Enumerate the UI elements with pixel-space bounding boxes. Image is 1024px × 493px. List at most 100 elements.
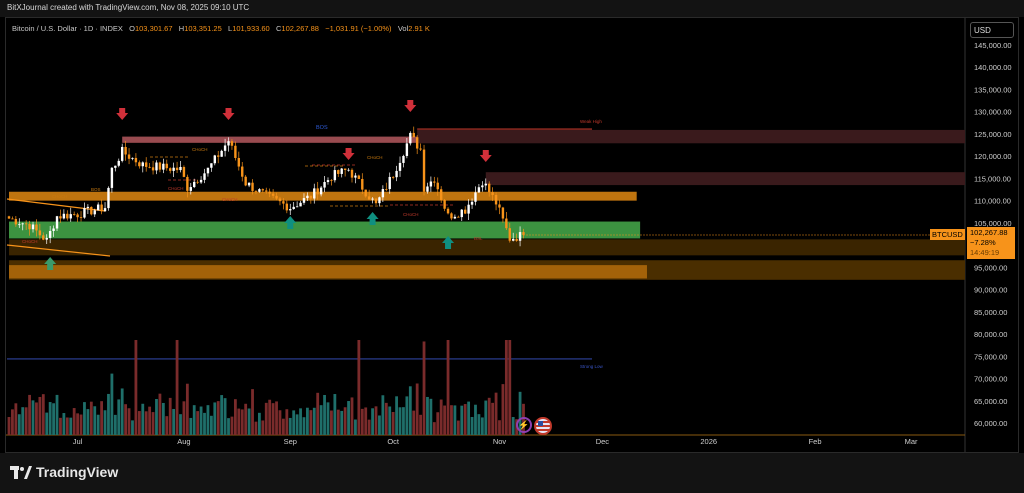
candle-body — [31, 224, 35, 230]
price-chart[interactable]: Weak High Strong Low BOS BOS CHoCH CHoCH CHoCH… — [0, 0, 1024, 453]
candle-body — [268, 191, 271, 194]
volume-bar — [275, 401, 278, 435]
volume-bar — [72, 408, 76, 435]
candle-body — [340, 168, 343, 174]
symbol-title[interactable]: Bitcoin / U.S. Dollar · 1D · INDEX — [12, 24, 123, 33]
volume-bar — [323, 394, 326, 435]
candle-body — [203, 173, 206, 180]
candle-body — [193, 181, 196, 188]
down-arrow-icon — [342, 148, 355, 160]
volume-bar — [330, 410, 333, 435]
volume-bar — [295, 414, 299, 435]
lightning-icon[interactable]: ⚡ — [516, 417, 532, 433]
strong-low-label: Strong Low — [580, 364, 604, 369]
price-tick-label: 110,000.00 — [974, 197, 1011, 206]
candle-body — [405, 143, 409, 156]
candle-body — [374, 198, 378, 204]
volume-bar — [419, 414, 422, 435]
candle-body — [14, 218, 18, 225]
candle-body — [354, 175, 357, 178]
candle-body — [11, 218, 14, 220]
candle-body — [213, 155, 216, 164]
volume-bar — [244, 403, 248, 435]
down-arrow-icon — [404, 100, 417, 112]
candle-body — [415, 137, 419, 149]
price-tick-label: 105,000.00 — [974, 219, 1012, 228]
volume-bar — [470, 416, 474, 435]
bos-label: BOS — [316, 125, 328, 131]
time-tick-label: Oct — [387, 437, 400, 446]
candle-body — [522, 232, 525, 235]
choch-label-5: CHoCH — [403, 212, 419, 217]
candle-body — [419, 148, 422, 150]
volume-bar — [17, 414, 21, 435]
high-value: 103,351.25 — [184, 24, 222, 33]
up-arrow-icon — [366, 212, 379, 225]
volume-bar — [237, 408, 241, 435]
candle-body — [439, 189, 443, 200]
candle-body — [488, 183, 491, 193]
candle-body — [189, 187, 192, 191]
volume-bar — [83, 402, 86, 435]
volume-bar — [384, 402, 388, 435]
volume-value: 2.91 K — [408, 24, 430, 33]
candle-body — [220, 150, 223, 157]
volume-bar — [381, 395, 385, 435]
volume-bar — [89, 401, 93, 435]
candle-body — [103, 208, 107, 212]
candle-body — [364, 189, 367, 197]
volume-bar — [487, 397, 491, 435]
volume-bar — [175, 340, 179, 435]
credit-text: BitXJournal created with TradingView.com… — [7, 3, 250, 12]
volume-bar — [76, 413, 79, 435]
candle-body — [134, 157, 138, 163]
candle-body — [436, 182, 439, 190]
currency-selector[interactable]: USD — [970, 22, 1014, 38]
volume-bar — [254, 421, 258, 435]
volume-bar — [261, 420, 265, 435]
tradingview-logo[interactable]: TradingView — [10, 464, 118, 480]
volume-bar — [79, 414, 83, 435]
bar-countdown: 14:49:19 — [970, 248, 1000, 257]
last-price-tag: 102,267.88 −7.28% 14:49:19 — [967, 227, 1015, 259]
volume-bar — [45, 412, 49, 435]
bottom-band — [9, 265, 647, 279]
volume-bar — [62, 413, 66, 435]
candle-body — [223, 145, 227, 151]
candle-body — [381, 189, 385, 198]
price-tick-label: 85,000.00 — [974, 308, 1007, 317]
candle-body — [481, 185, 484, 188]
time-tick-label: Sep — [284, 437, 297, 446]
volume-bar — [467, 401, 471, 435]
volume-bar — [31, 400, 35, 435]
candle-body — [179, 166, 182, 171]
volume-bar — [501, 384, 505, 435]
time-tick-label: Nov — [493, 437, 507, 446]
supply-block-lower — [485, 172, 965, 186]
volume-bar — [172, 408, 176, 435]
candle-body — [395, 170, 398, 178]
close-label: C — [276, 24, 282, 33]
volume-bar — [100, 401, 104, 435]
candle-body — [474, 192, 477, 202]
us-flag-icon[interactable] — [534, 417, 552, 435]
candle-body — [131, 157, 134, 159]
price-tick-label: 115,000.00 — [974, 174, 1011, 183]
candle-body — [120, 146, 124, 161]
volume-bar — [206, 405, 210, 435]
candle-body — [330, 180, 333, 181]
volume-bar — [179, 414, 182, 435]
candle-body — [446, 208, 450, 214]
candle-body — [450, 213, 453, 219]
price-tick-label: 95,000.00 — [974, 263, 1007, 272]
choch-label-4: CHoCH — [222, 197, 238, 202]
candle-body — [148, 166, 151, 168]
candle-body — [28, 223, 31, 230]
candle-body — [515, 238, 518, 241]
candle-body — [237, 157, 241, 167]
volume-bar — [233, 399, 237, 435]
candle-body — [162, 163, 165, 170]
choch-label-0: CHoCH — [192, 147, 208, 152]
volume-bar — [144, 411, 148, 435]
candle-body — [319, 187, 323, 195]
